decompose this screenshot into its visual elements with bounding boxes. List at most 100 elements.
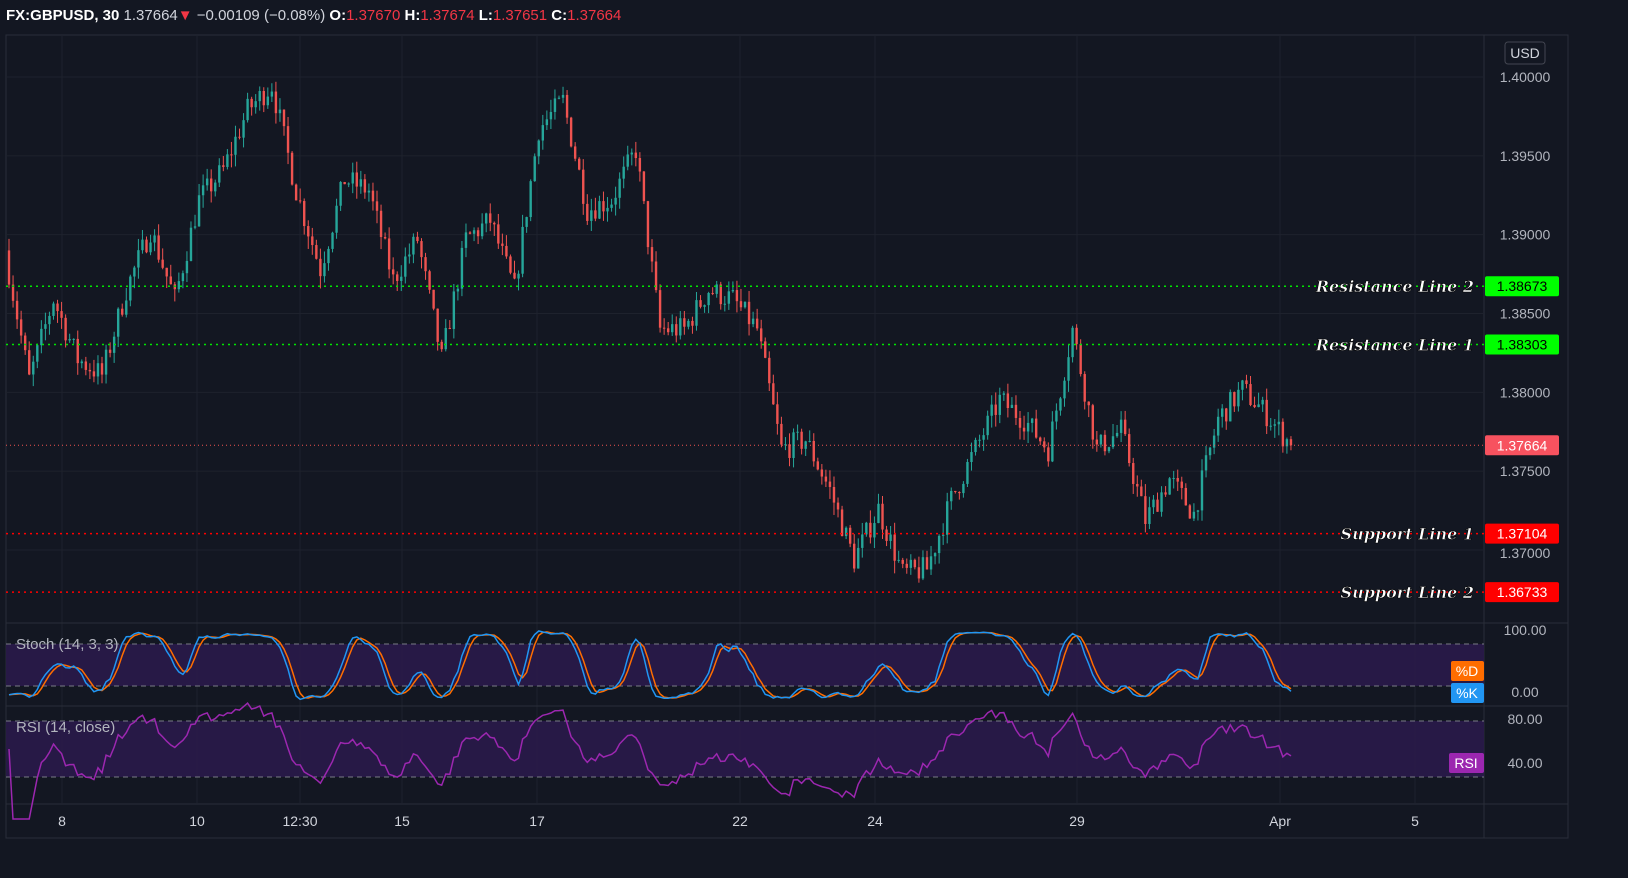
- y-tick-label: 1.38000: [1500, 384, 1551, 400]
- candle-body: [820, 469, 824, 477]
- candle-body: [654, 261, 658, 291]
- candle-body: [557, 97, 561, 99]
- candle-body: [917, 567, 921, 579]
- candle-body: [1156, 499, 1159, 512]
- candle-body: [501, 243, 504, 246]
- candle-body: [1265, 399, 1268, 427]
- candle-body: [197, 195, 201, 227]
- stoch-title: Stoch (14, 3, 3): [16, 636, 119, 653]
- candle-body: [1103, 434, 1107, 452]
- candle-body: [456, 288, 460, 292]
- candle-body: [88, 369, 92, 372]
- candle-body: [1176, 478, 1179, 482]
- candle-body: [315, 245, 318, 259]
- candle-body: [428, 271, 431, 290]
- candle-body: [703, 305, 706, 307]
- candle-body: [493, 222, 496, 225]
- candle-body: [116, 308, 120, 337]
- candle-body: [56, 303, 59, 312]
- candle-body: [978, 439, 981, 441]
- candle-body: [671, 324, 674, 333]
- candle-body: [1229, 392, 1232, 422]
- candle-body: [634, 152, 638, 159]
- candle-body: [383, 237, 387, 239]
- close-label: C:: [551, 7, 568, 24]
- last-price: 1.37664: [123, 7, 178, 24]
- candle-body: [1123, 419, 1127, 435]
- candle-body: [387, 238, 391, 270]
- candle-body: [412, 236, 415, 255]
- candle-body: [1006, 393, 1010, 408]
- candle-body: [1140, 486, 1143, 497]
- resistance-line-label: Resistance Line 1: [1315, 336, 1474, 355]
- candle-body: [1111, 436, 1115, 448]
- candle-body: [921, 557, 925, 579]
- candle-body: [751, 318, 755, 325]
- candle-body: [857, 547, 860, 569]
- stoch-band: [6, 644, 1484, 686]
- rsi-tag: [1449, 753, 1484, 773]
- support-line-label: Support Line 2: [1341, 583, 1474, 602]
- candle-body: [873, 523, 876, 538]
- candle-body: [1067, 357, 1070, 381]
- candle-body: [638, 158, 642, 172]
- candle-body: [76, 338, 79, 364]
- candle-body: [28, 350, 31, 375]
- candle-body: [828, 481, 832, 487]
- x-tick-label: 5: [1411, 813, 1419, 829]
- candle-body: [578, 158, 581, 170]
- currency-button: [1504, 41, 1546, 65]
- candle-body: [517, 273, 520, 279]
- candle-body: [396, 274, 399, 281]
- candle-body: [181, 273, 185, 282]
- candle-body: [549, 111, 553, 120]
- candle-body: [1083, 374, 1086, 402]
- candle-body: [1253, 404, 1256, 408]
- candle-body: [347, 183, 350, 185]
- candle-body: [553, 98, 557, 112]
- x-tick-label: 29: [1069, 813, 1085, 829]
- y-tick-label: 1.39500: [1500, 148, 1551, 164]
- x-tick-label: 22: [732, 813, 748, 829]
- price-tag: [1485, 523, 1559, 544]
- plot-area: [5, 34, 1485, 839]
- candle-body: [351, 172, 354, 184]
- candle-body: [149, 242, 152, 253]
- candle-body: [210, 178, 213, 192]
- candle-body: [808, 440, 811, 442]
- candle-body: [250, 98, 253, 108]
- candle-body: [48, 315, 51, 325]
- candle-body: [950, 490, 953, 502]
- candle-body: [432, 289, 435, 309]
- candle-body: [1180, 481, 1183, 488]
- candle-body: [582, 169, 585, 204]
- candle-body: [307, 226, 310, 237]
- candle-body: [84, 361, 88, 370]
- candle-body: [484, 213, 488, 224]
- candle-body: [861, 534, 864, 548]
- candle-body: [675, 324, 678, 336]
- candle-body: [707, 292, 710, 306]
- candle-body: [1160, 492, 1163, 512]
- symbol-name[interactable]: FX:GBPUSD, 30: [6, 7, 120, 24]
- candle-body: [1039, 437, 1042, 442]
- candle-body: [573, 146, 577, 159]
- candle-body: [440, 341, 443, 350]
- candle-body: [610, 204, 613, 208]
- price-tag-text: 1.38303: [1497, 337, 1548, 353]
- candle-body: [800, 431, 803, 449]
- candle-body: [19, 319, 23, 336]
- last-price-tag: [1485, 435, 1559, 456]
- candle-body: [602, 201, 605, 212]
- candle-body: [1285, 439, 1289, 447]
- candle-body: [1059, 398, 1062, 411]
- candle-body: [480, 223, 484, 237]
- candle-body: [238, 136, 241, 138]
- candle-body: [153, 235, 156, 243]
- candle-body: [970, 452, 973, 463]
- candle-body: [1221, 408, 1224, 417]
- candle-body: [32, 361, 35, 375]
- candle-body: [687, 320, 690, 327]
- high-label: H:: [404, 7, 421, 24]
